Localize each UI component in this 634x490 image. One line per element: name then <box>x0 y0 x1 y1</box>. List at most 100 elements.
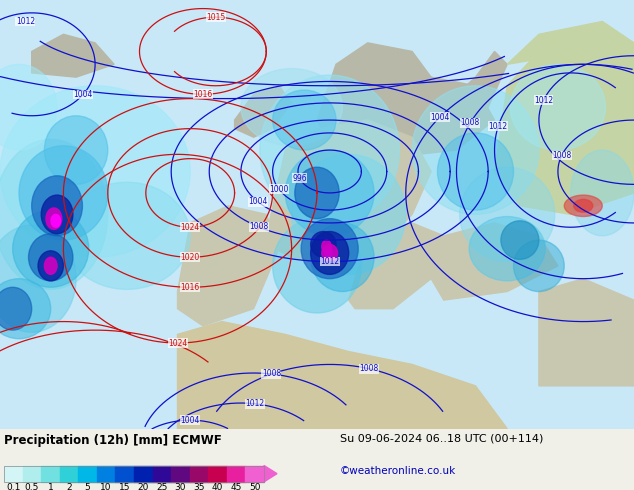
Bar <box>78 466 97 482</box>
Text: Precipitation (12h) [mm] ECMWF: Precipitation (12h) [mm] ECMWF <box>4 434 222 447</box>
Ellipse shape <box>469 217 545 281</box>
Ellipse shape <box>321 240 331 253</box>
Text: 40: 40 <box>212 483 223 490</box>
Ellipse shape <box>501 221 539 259</box>
Text: 996: 996 <box>292 173 307 183</box>
Ellipse shape <box>19 146 108 240</box>
Text: 2: 2 <box>66 483 72 490</box>
Ellipse shape <box>0 279 51 339</box>
Polygon shape <box>431 223 558 300</box>
Ellipse shape <box>571 150 634 236</box>
Text: 1024: 1024 <box>181 223 200 232</box>
Ellipse shape <box>241 69 342 146</box>
Ellipse shape <box>273 90 336 150</box>
Ellipse shape <box>0 86 190 257</box>
Ellipse shape <box>325 247 332 257</box>
Polygon shape <box>495 43 634 215</box>
Ellipse shape <box>63 182 190 290</box>
Bar <box>41 466 60 482</box>
Ellipse shape <box>0 139 108 290</box>
Polygon shape <box>266 120 431 266</box>
Text: 1000: 1000 <box>269 185 288 194</box>
Polygon shape <box>178 321 507 429</box>
Text: 20: 20 <box>138 483 149 490</box>
Bar <box>60 466 78 482</box>
Text: 5: 5 <box>85 483 91 490</box>
Ellipse shape <box>295 167 339 219</box>
Ellipse shape <box>38 251 63 281</box>
Ellipse shape <box>44 116 108 184</box>
Ellipse shape <box>285 150 374 236</box>
Ellipse shape <box>32 176 82 236</box>
Bar <box>171 466 190 482</box>
Text: ©weatheronline.co.uk: ©weatheronline.co.uk <box>340 466 456 476</box>
Ellipse shape <box>44 257 57 274</box>
Ellipse shape <box>574 199 593 212</box>
Bar <box>115 466 134 482</box>
Bar <box>209 466 227 482</box>
Text: 1004: 1004 <box>181 416 200 425</box>
Text: 1024: 1024 <box>168 339 187 347</box>
Text: 1020: 1020 <box>181 253 200 262</box>
Ellipse shape <box>460 167 555 262</box>
Text: 1004: 1004 <box>248 197 268 206</box>
Polygon shape <box>32 34 114 77</box>
Text: 35: 35 <box>193 483 205 490</box>
Text: 1016: 1016 <box>193 90 212 99</box>
Ellipse shape <box>311 232 349 274</box>
Bar <box>245 466 264 482</box>
Text: 25: 25 <box>156 483 167 490</box>
Text: 1012: 1012 <box>534 96 553 105</box>
Text: 1004: 1004 <box>430 113 450 122</box>
Text: 1008: 1008 <box>249 222 269 231</box>
Bar <box>134 466 153 482</box>
Text: 1004: 1004 <box>74 90 93 99</box>
Text: 1012: 1012 <box>16 17 35 26</box>
Text: 1015: 1015 <box>206 13 225 22</box>
Text: 1: 1 <box>48 483 53 490</box>
Polygon shape <box>349 223 444 309</box>
Text: 1008: 1008 <box>359 364 378 373</box>
Ellipse shape <box>46 208 61 229</box>
Ellipse shape <box>321 245 337 262</box>
Text: 1008: 1008 <box>552 151 571 160</box>
Ellipse shape <box>301 219 358 279</box>
Bar <box>4 466 23 482</box>
Polygon shape <box>178 206 279 326</box>
Polygon shape <box>412 77 495 154</box>
Ellipse shape <box>292 154 406 274</box>
Polygon shape <box>539 279 634 386</box>
Ellipse shape <box>311 232 336 257</box>
Ellipse shape <box>0 287 32 330</box>
Bar <box>227 466 245 482</box>
Ellipse shape <box>260 75 399 225</box>
Ellipse shape <box>273 219 361 313</box>
Ellipse shape <box>564 195 602 217</box>
Polygon shape <box>235 86 292 137</box>
Ellipse shape <box>13 210 89 287</box>
Ellipse shape <box>0 64 57 150</box>
Text: 1016: 1016 <box>181 283 200 292</box>
Text: 1012: 1012 <box>489 122 508 131</box>
Ellipse shape <box>510 64 605 150</box>
Text: 30: 30 <box>175 483 186 490</box>
Text: 1012: 1012 <box>320 257 339 266</box>
Ellipse shape <box>0 225 76 332</box>
Ellipse shape <box>514 240 564 292</box>
Text: 0.1: 0.1 <box>6 483 20 490</box>
Text: 10: 10 <box>100 483 112 490</box>
Bar <box>190 466 209 482</box>
Text: 50: 50 <box>249 483 261 490</box>
Bar <box>4 466 264 482</box>
Bar <box>97 466 115 482</box>
Ellipse shape <box>311 223 374 292</box>
Text: 1008: 1008 <box>461 119 480 127</box>
Bar <box>153 466 171 482</box>
Polygon shape <box>264 466 277 482</box>
Ellipse shape <box>412 86 539 215</box>
Polygon shape <box>317 43 507 150</box>
Bar <box>23 466 41 482</box>
Text: 45: 45 <box>230 483 242 490</box>
Text: 15: 15 <box>119 483 131 490</box>
Ellipse shape <box>41 195 73 234</box>
